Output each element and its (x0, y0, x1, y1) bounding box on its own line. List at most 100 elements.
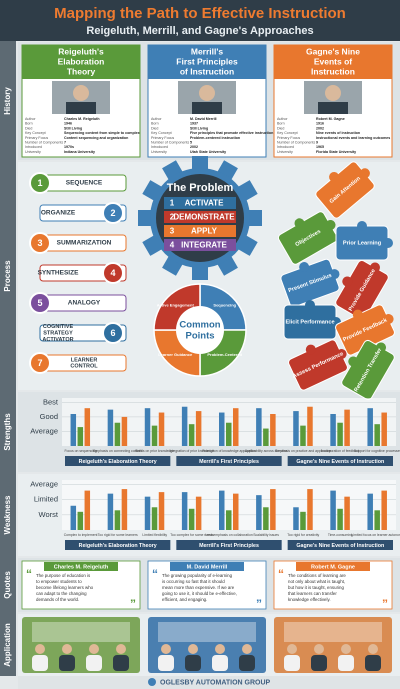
quote-line: mean more than expensive. If we are (162, 585, 235, 590)
bar (256, 408, 262, 446)
y-tick-label: Limited (34, 495, 58, 504)
bar (158, 412, 165, 446)
category-label: Limited focus on learner autonomy (351, 533, 400, 537)
quote-line: can adapt to the changing (36, 591, 87, 596)
quote-author: M. David Merrill (187, 564, 228, 570)
quote-mark: ” (130, 597, 136, 611)
field-name: Born (25, 122, 33, 126)
quote-mark: “ (26, 567, 32, 581)
bar (158, 492, 165, 530)
field-value: Instructional events and learning outcom… (316, 136, 390, 140)
piece-knob (383, 314, 394, 325)
bar (381, 412, 387, 446)
bar (195, 411, 202, 446)
field-name: Died (151, 126, 158, 130)
field-name: Died (25, 126, 32, 130)
piece-knob (383, 238, 393, 248)
quote-line: The conditions of learning are (288, 573, 346, 578)
card-title: Theory (67, 66, 96, 76)
card-title: First Principles (176, 56, 238, 66)
bar (195, 496, 202, 530)
portrait-body (192, 102, 222, 114)
field-value: Indiana University (64, 150, 95, 154)
field-value: Five principles that promote effective i… (190, 131, 273, 135)
puzzle-piece: Present Stimulus (280, 258, 340, 308)
quote-mark: “ (278, 567, 284, 581)
footer-text: OGLESBY AUTOMATION GROUP (160, 679, 271, 686)
field-name: Introduced (151, 145, 168, 149)
person-body (338, 655, 354, 671)
step-number: 5 (37, 298, 42, 308)
field-name: Number of Components (25, 140, 63, 144)
bar (188, 424, 195, 446)
category-label: Less emphasis on collaboration (205, 533, 253, 537)
field-value: Robert M. Gagne (316, 117, 345, 121)
step-number: 2 (110, 208, 115, 218)
segment-label: Problem-Centered (207, 352, 242, 357)
field-value: 7 (64, 140, 66, 144)
problem-label: DEMONSTRATE (173, 213, 235, 222)
person-head (368, 644, 378, 654)
bar (77, 427, 84, 446)
card-title: Elaboration (58, 56, 105, 66)
bar (151, 425, 158, 446)
puzzle-piece: Assess Performance (288, 339, 348, 391)
card-title: Instruction (311, 66, 355, 76)
step-number: 7 (37, 358, 42, 368)
common-title: Common (179, 320, 220, 331)
portrait-head (325, 85, 341, 101)
quote-name-tag (296, 562, 370, 571)
field-value: 9 (316, 140, 318, 144)
person-head (314, 644, 324, 654)
person-head (62, 644, 72, 654)
person-body (59, 655, 75, 671)
problem-label: INTEGRATE (181, 241, 227, 250)
section-label: Weakness (3, 495, 12, 535)
bar (330, 490, 336, 530)
quote-line: to empower students to (36, 579, 82, 584)
field-value: 1916 (316, 122, 324, 126)
puzzle-piece: Objectives (277, 211, 339, 265)
bar (144, 408, 151, 446)
problem-number: 2 (170, 213, 175, 222)
person-body (158, 655, 174, 671)
field-name: Introduced (277, 145, 294, 149)
field-name: Number of Components (277, 140, 315, 144)
problem-bar (164, 225, 236, 237)
field-value: 1970s (64, 145, 74, 149)
category-label: Support for cognitive processes (354, 449, 400, 453)
group-bar (287, 456, 393, 466)
field-value: 1965 (316, 145, 324, 149)
field-name: Key Concept (151, 131, 172, 135)
field-value: 5 (190, 140, 192, 144)
person-body (86, 655, 102, 671)
section-label: Strengths (3, 413, 12, 451)
card-title: Events of (314, 56, 352, 66)
step-label: ANALOGY (68, 300, 101, 307)
person-body (32, 655, 48, 671)
field-name: Key Concept (277, 131, 298, 135)
card-header (148, 45, 266, 79)
gear-tooth (246, 210, 262, 226)
piece-knob (294, 218, 305, 229)
section-label: Process (3, 260, 12, 292)
bar (330, 414, 336, 446)
section-label: History (3, 87, 12, 115)
gear-tooth (192, 156, 208, 172)
quote-line: demands of the world. (36, 597, 79, 602)
step-circle (29, 292, 51, 314)
piece-knob (376, 342, 386, 353)
step-label: LEARNER (71, 357, 98, 363)
bar (307, 406, 313, 446)
problem-number: 1 (170, 199, 175, 208)
step-circle (29, 352, 51, 374)
bar (300, 511, 306, 530)
step-circle (102, 262, 124, 284)
problem-number: 3 (170, 227, 175, 236)
bar (151, 507, 158, 530)
card-title: of Instruction (180, 66, 234, 76)
category-label: Promotion of knowledge application (202, 449, 256, 453)
field-name: Primary Focus (25, 136, 48, 140)
step-number: 3 (37, 238, 42, 248)
